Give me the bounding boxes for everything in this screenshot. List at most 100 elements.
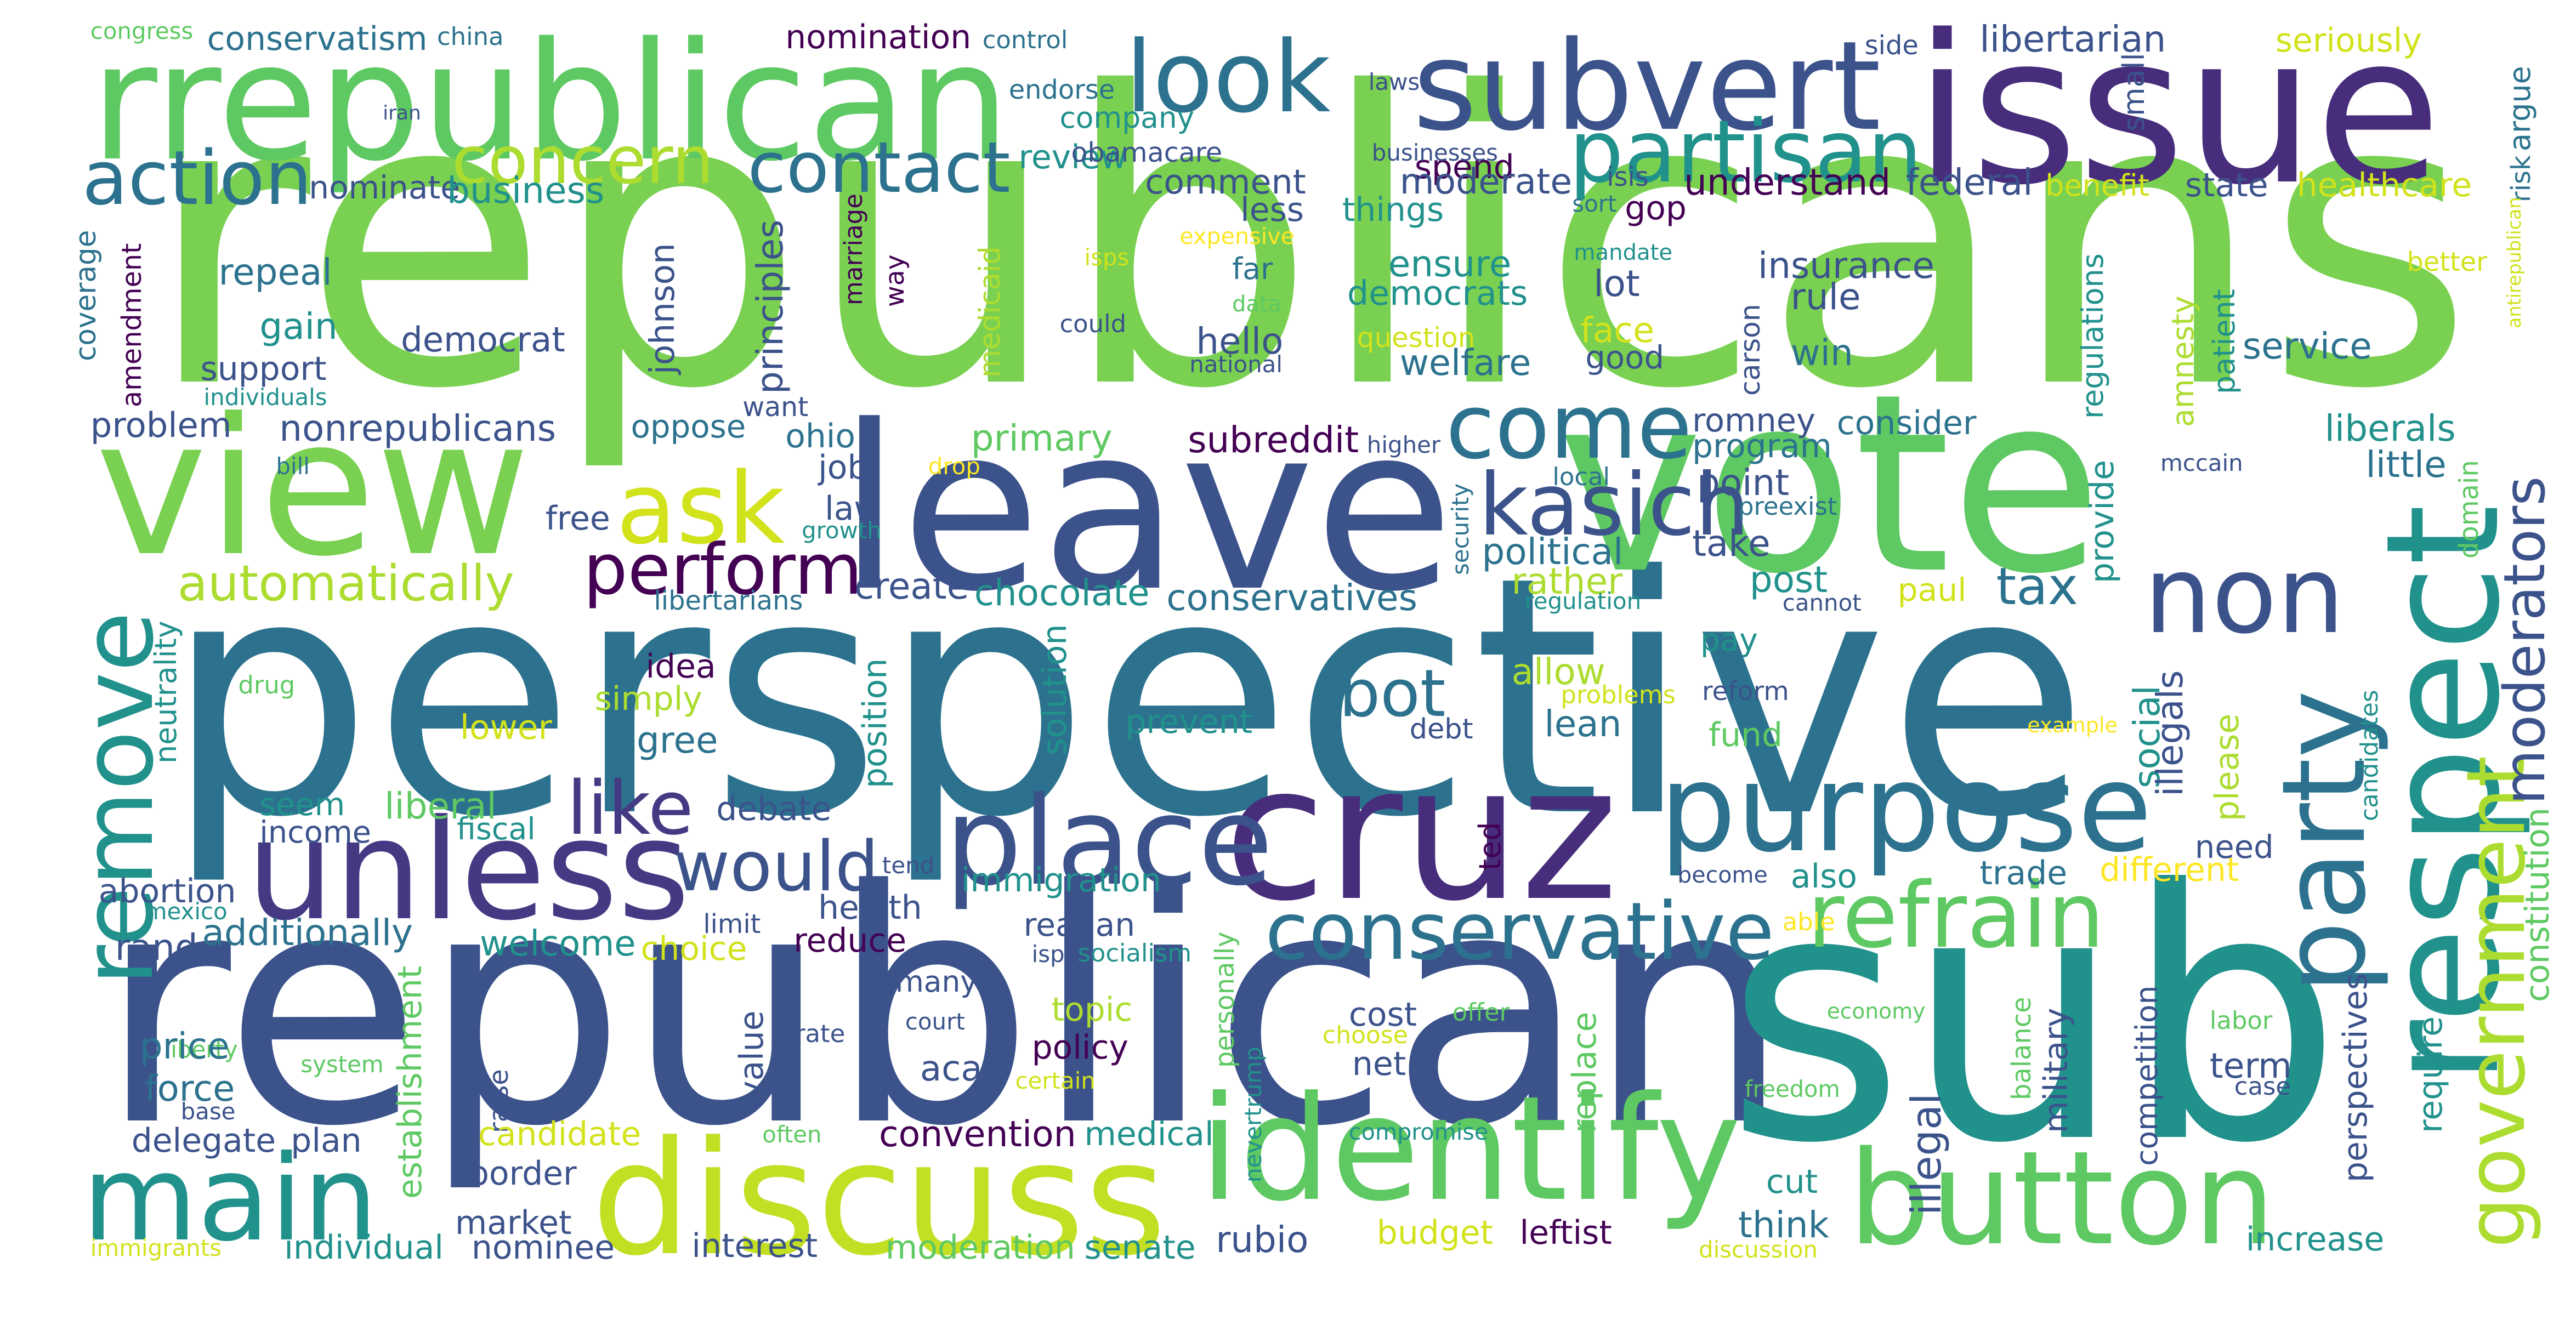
word-cloud-word: border (468, 1154, 577, 1193)
word-cloud-word: post (1749, 558, 1828, 601)
word-cloud-word: choose (1322, 1021, 1408, 1050)
word-cloud-word: individuals (203, 384, 327, 411)
word-cloud-word: often (762, 1121, 822, 1148)
word-cloud-word: contact (747, 127, 1011, 209)
word-cloud-word: immigration (961, 861, 1162, 900)
word-cloud-word: income (259, 815, 372, 851)
word-cloud-word: obamacare (1071, 136, 1223, 169)
word-cloud-word: control (982, 25, 1068, 54)
word-cloud-word: fund (1709, 716, 1783, 755)
word-cloud-word: would (673, 826, 879, 907)
word-cloud-word: discuss (591, 1107, 1167, 1290)
word-cloud-word: carson (1734, 304, 1766, 396)
word-cloud-word: nominee (471, 1228, 615, 1267)
word-cloud-word: little (2365, 443, 2447, 486)
word-cloud-word: think (1738, 1204, 1829, 1247)
word-cloud-word: nominate (309, 168, 460, 206)
word-cloud-word: less (1240, 190, 1304, 229)
word-cloud-word: cost (1348, 995, 1417, 1034)
word-cloud-word: regulations (2075, 253, 2110, 419)
word-cloud-word: business (447, 169, 605, 212)
word-cloud-word: amnesty (2165, 295, 2201, 427)
word-cloud-word: term (2209, 1045, 2292, 1086)
word-cloud-word: laws (1368, 68, 1420, 95)
word-cloud-word: problems (1561, 680, 1676, 709)
word-cloud-word: drug (238, 670, 296, 700)
word-cloud-word: provide (2083, 459, 2122, 583)
word-cloud-word: senate (1084, 1228, 1196, 1267)
word-cloud-word: antirepublican (2504, 197, 2526, 329)
word-cloud-word: local (1552, 462, 1610, 491)
word-cloud-word: competition (2130, 985, 2165, 1167)
word-cloud-word: tax (1996, 557, 2079, 617)
word-cloud-word: refrain (1807, 863, 2105, 968)
word-cloud-word: rather (1511, 560, 1623, 602)
word-cloud-word: welcome (479, 923, 636, 964)
word-cloud-word: perspective (164, 507, 2090, 889)
word-cloud-word: lower (459, 708, 552, 747)
word-cloud-word: face (1580, 309, 1655, 350)
word-cloud-word: leave (838, 377, 1454, 641)
word-cloud-word: problem (90, 405, 232, 445)
word-cloud-word: identify (1199, 1065, 1741, 1233)
word-cloud-word: medicaid (973, 246, 1007, 378)
word-cloud-word: case (2234, 1071, 2291, 1101)
word-cloud-word: hello (1196, 320, 1284, 363)
word-cloud-word: chocolate (974, 571, 1150, 614)
word-cloud-word: take (1692, 522, 1771, 565)
word-cloud-word: court (905, 1008, 965, 1035)
word-cloud-word: additionally (202, 911, 413, 954)
word-cloud-word: gop (1625, 189, 1687, 227)
word-cloud-word: price (139, 1025, 230, 1067)
word-cloud-word: small (2117, 53, 2152, 132)
word-cloud-word: libertarians (654, 585, 803, 616)
word-cloud-word: businesses (1371, 139, 1498, 166)
word-cloud-word: mexico (144, 897, 228, 925)
word-cloud-word: ted (1472, 822, 1507, 871)
word-cloud-word: federal (1905, 161, 2033, 203)
word-cloud-word: action (82, 135, 313, 223)
word-cloud-word: position (856, 658, 894, 789)
word-cloud-word: replace (1565, 1012, 1604, 1134)
word-cloud-word: ohio (785, 417, 856, 456)
word-cloud-word: like (566, 765, 694, 852)
word-cloud-word: different (2100, 851, 2239, 889)
word-cloud-word: purpose (1659, 738, 2153, 879)
word-cloud-word: abortion (98, 872, 236, 911)
word-cloud-word: nevertrump (1240, 1046, 1267, 1183)
word-cloud-word: higher (1366, 431, 1441, 458)
word-cloud-word: benefit (2045, 168, 2149, 203)
word-cloud-word: amendment (115, 243, 147, 408)
word-cloud-word: mandate (1574, 240, 1673, 266)
word-cloud-word: interest (691, 1227, 818, 1266)
word-cloud-word: socialism (1077, 938, 1192, 968)
word-cloud-word: freedom (1744, 1075, 1840, 1102)
word-cloud-word: lean (1544, 703, 1622, 746)
word-cloud-word: comment (1145, 162, 1306, 202)
word-cloud-word: consider (1836, 404, 1977, 443)
word-cloud-word: market (455, 1204, 572, 1243)
word-cloud-word: risk (2506, 155, 2537, 202)
word-cloud-word: able (1782, 907, 1835, 936)
word-cloud-word: company (1059, 101, 1195, 135)
word-cloud-word: rubio (1216, 1219, 1309, 1261)
word-cloud-word: moderation (885, 1228, 1075, 1267)
word-cloud-word: reagan (1023, 906, 1136, 943)
word-cloud-word: force (144, 1067, 235, 1110)
word-cloud-word: subreddit (1188, 419, 1359, 461)
word-cloud-word: certain (1015, 1067, 1096, 1094)
word-cloud-word: seriously (2275, 21, 2422, 60)
word-cloud-word: increase (2245, 1220, 2385, 1259)
word-cloud-word: vote (1557, 341, 2102, 628)
word-cloud-word: solution (1035, 624, 1074, 756)
word-cloud-word: discussion (1699, 1236, 1818, 1264)
word-cloud-word: regulation (1524, 587, 1642, 615)
word-cloud-word: republican (98, 822, 1791, 1197)
word-cloud-word: topic (1051, 990, 1133, 1029)
word-cloud-word: patient (2206, 289, 2242, 395)
word-cloud-word: liberal (384, 785, 497, 828)
word-cloud-word: concern (451, 122, 714, 199)
word-cloud-word: prevent (1125, 703, 1253, 742)
word-cloud-word: job (818, 448, 869, 487)
word-cloud-word: marriage (839, 194, 868, 306)
